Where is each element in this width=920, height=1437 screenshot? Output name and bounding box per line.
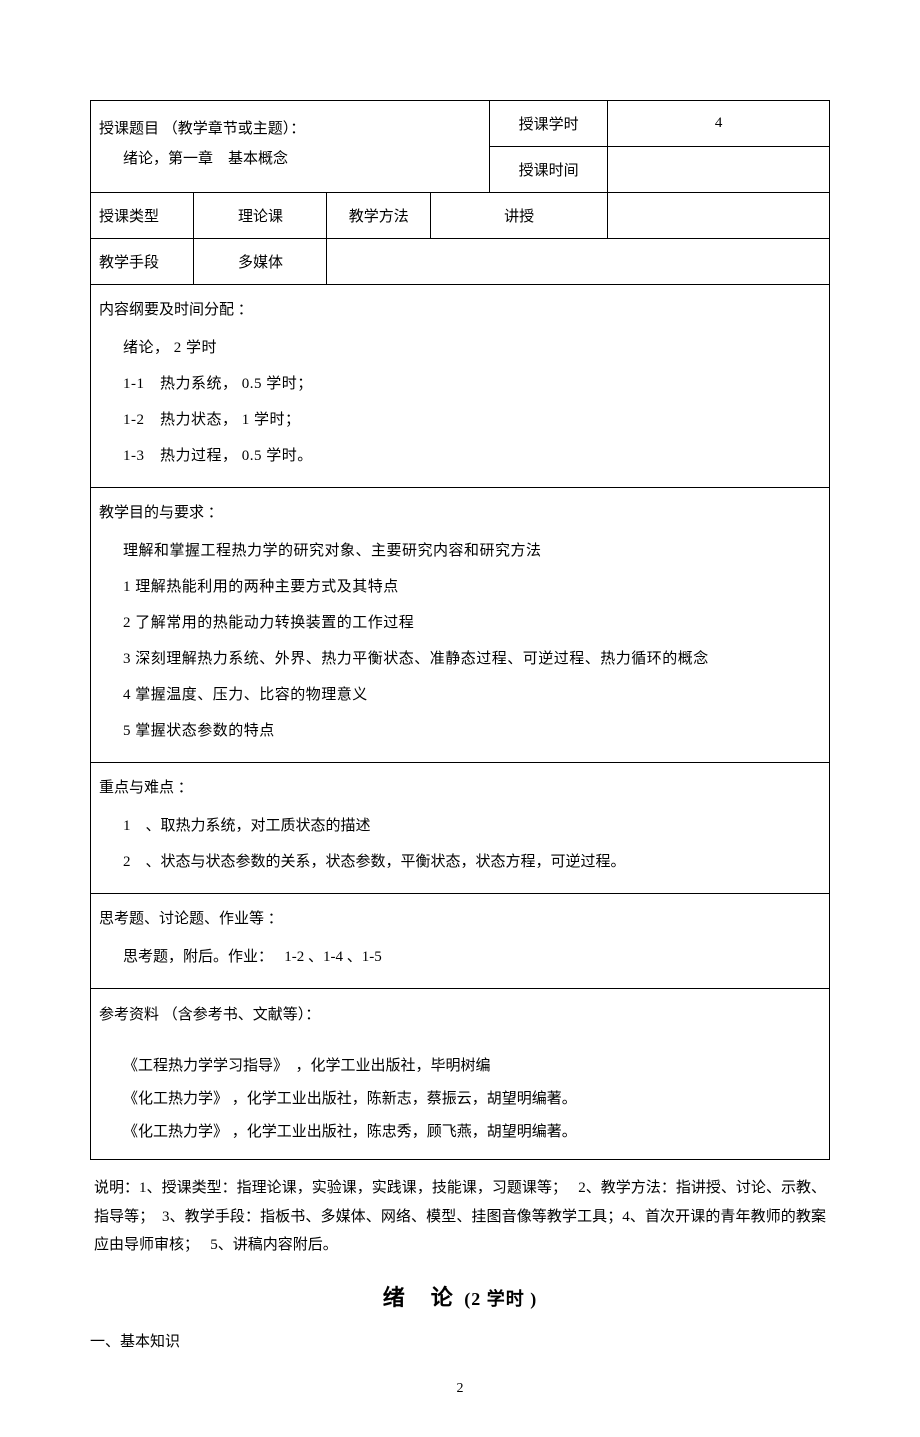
table-row: 内容纲要及时间分配 ： 绪论， 2 学时 1-1 热力系统， 0.5 学时； 1… <box>91 285 830 488</box>
type-label: 授课类型 <box>91 193 194 239</box>
table-row: 授课类型 理论课 教学方法 讲授 <box>91 193 830 239</box>
keypoints-title: 重点与难点 ： <box>99 773 821 803</box>
table-row: 重点与难点 ： 1 、取热力系统，对工质状态的描述 2 、状态与状态参数的关系，… <box>91 763 830 894</box>
table-row: 教学目的与要求 ： 理解和掌握工程热力学的研究对象、主要研究内容和研究方法 1 … <box>91 488 830 763</box>
keypoint-item: 1 、取热力系统，对工质状态的描述 <box>99 811 821 841</box>
hours-value: 4 <box>608 101 830 147</box>
keypoint-item: 2 、状态与状态参数的关系，状态参数，平衡状态，状态方程，可逆过程。 <box>99 847 821 877</box>
goals-item: 3 深刻理解热力系统、外界、热力平衡状态、准静态过程、可逆过程、热力循环的概念 <box>99 644 821 674</box>
keypoints-cell: 重点与难点 ： 1 、取热力系统，对工质状态的描述 2 、状态与状态参数的关系，… <box>91 763 830 894</box>
goals-title: 教学目的与要求 ： <box>99 498 821 528</box>
means-label: 教学手段 <box>91 239 194 285</box>
outline-item: 1-1 热力系统， 0.5 学时； <box>99 369 821 399</box>
hours-label: 授课学时 <box>490 101 608 147</box>
ref-item: 《化工热力学》 ，化学工业出版社，陈新志，蔡振云，胡望明编著。 <box>99 1083 821 1116</box>
goals-item: 理解和掌握工程热力学的研究对象、主要研究内容和研究方法 <box>99 536 821 566</box>
ref-item: 《化工热力学》 ，化学工业出版社，陈忠秀，顾飞燕，胡望明编著。 <box>99 1116 821 1149</box>
goals-item: 2 了解常用的热能动力转换装置的工作过程 <box>99 608 821 638</box>
section-heading: 绪 论 (2 学时 ) <box>90 1280 830 1312</box>
table-row: 教学手段 多媒体 <box>91 239 830 285</box>
empty-cell <box>327 239 830 285</box>
heading-sub: (2 学时 ) <box>464 1289 537 1309</box>
ref-item: 《工程热力学学习指导》 ，化学工业出版社，毕明树编 <box>99 1050 821 1083</box>
lesson-plan-table: 授课题目 （教学章节或主题）： 绪论，第一章 基本概念 授课学时 4 授课时间 … <box>90 100 830 1160</box>
method-value: 讲授 <box>430 193 607 239</box>
homework-title: 思考题、讨论题、作业等 ： <box>99 904 821 934</box>
homework-content: 思考题，附后。作业： 1-2 、1-4 、1-5 <box>99 942 821 972</box>
heading-main: 绪 论 <box>383 1285 455 1310</box>
refs-title: 参考资料 （含参考书、文献等）： <box>99 999 821 1032</box>
refs-cell: 参考资料 （含参考书、文献等）： 《工程热力学学习指导》 ，化学工业出版社，毕明… <box>91 989 830 1160</box>
outline-item: 绪论， 2 学时 <box>99 333 821 363</box>
notes-text: 说明：1、授课类型：指理论课，实验课，实践课，技能课，习题课等； 2、教学方法：… <box>90 1174 830 1260</box>
time-value <box>608 147 830 193</box>
topic-value: 绪论，第一章 基本概念 <box>99 144 481 174</box>
topic-label: 授课题目 （教学章节或主题）： <box>99 114 481 144</box>
goals-item: 1 理解热能利用的两种主要方式及其特点 <box>99 572 821 602</box>
empty-cell <box>608 193 830 239</box>
outline-cell: 内容纲要及时间分配 ： 绪论， 2 学时 1-1 热力系统， 0.5 学时； 1… <box>91 285 830 488</box>
goals-cell: 教学目的与要求 ： 理解和掌握工程热力学的研究对象、主要研究内容和研究方法 1 … <box>91 488 830 763</box>
page-number: 2 <box>90 1381 830 1397</box>
time-label: 授课时间 <box>490 147 608 193</box>
means-value: 多媒体 <box>194 239 327 285</box>
homework-cell: 思考题、讨论题、作业等 ： 思考题，附后。作业： 1-2 、1-4 、1-5 <box>91 894 830 989</box>
section-1-title: 一、基本知识 <box>90 1330 830 1351</box>
method-label: 教学方法 <box>327 193 430 239</box>
table-row: 思考题、讨论题、作业等 ： 思考题，附后。作业： 1-2 、1-4 、1-5 <box>91 894 830 989</box>
outline-item: 1-2 热力状态， 1 学时； <box>99 405 821 435</box>
type-value: 理论课 <box>194 193 327 239</box>
outline-title: 内容纲要及时间分配 ： <box>99 295 821 325</box>
table-row: 参考资料 （含参考书、文献等）： 《工程热力学学习指导》 ，化学工业出版社，毕明… <box>91 989 830 1160</box>
outline-item: 1-3 热力过程， 0.5 学时。 <box>99 441 821 471</box>
table-row: 授课题目 （教学章节或主题）： 绪论，第一章 基本概念 授课学时 4 <box>91 101 830 147</box>
goals-item: 5 掌握状态参数的特点 <box>99 716 821 746</box>
goals-item: 4 掌握温度、压力、比容的物理意义 <box>99 680 821 710</box>
